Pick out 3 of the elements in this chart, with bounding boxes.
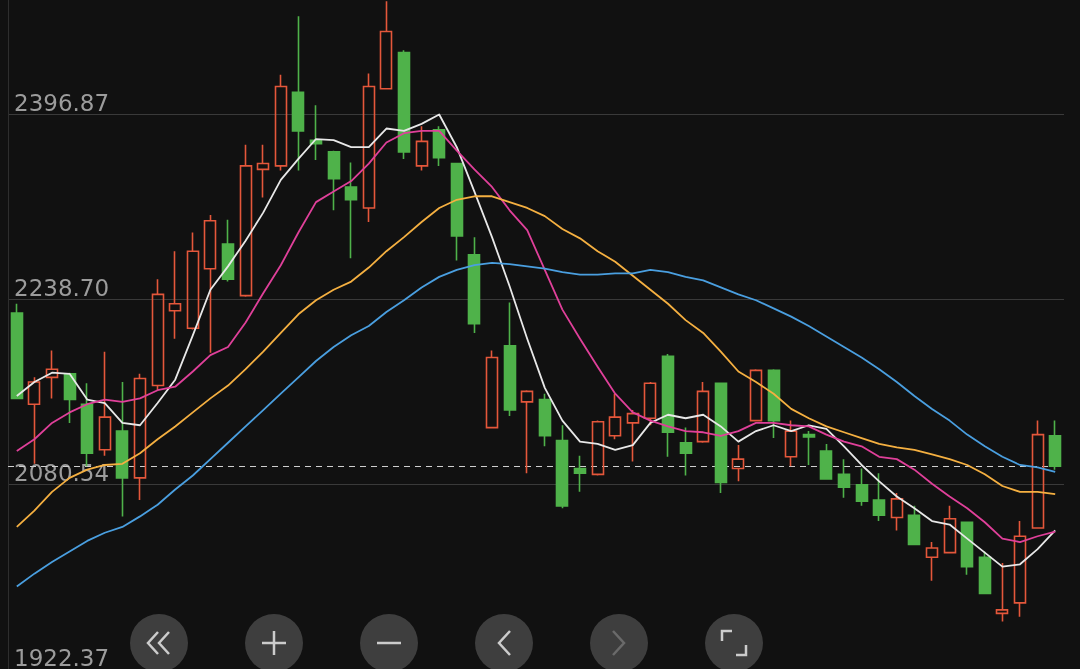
- y-tick-label: 2396.87: [14, 90, 110, 117]
- y-tick-label: 2238.70: [14, 274, 110, 301]
- y-tick-label: 1922.37: [14, 644, 110, 669]
